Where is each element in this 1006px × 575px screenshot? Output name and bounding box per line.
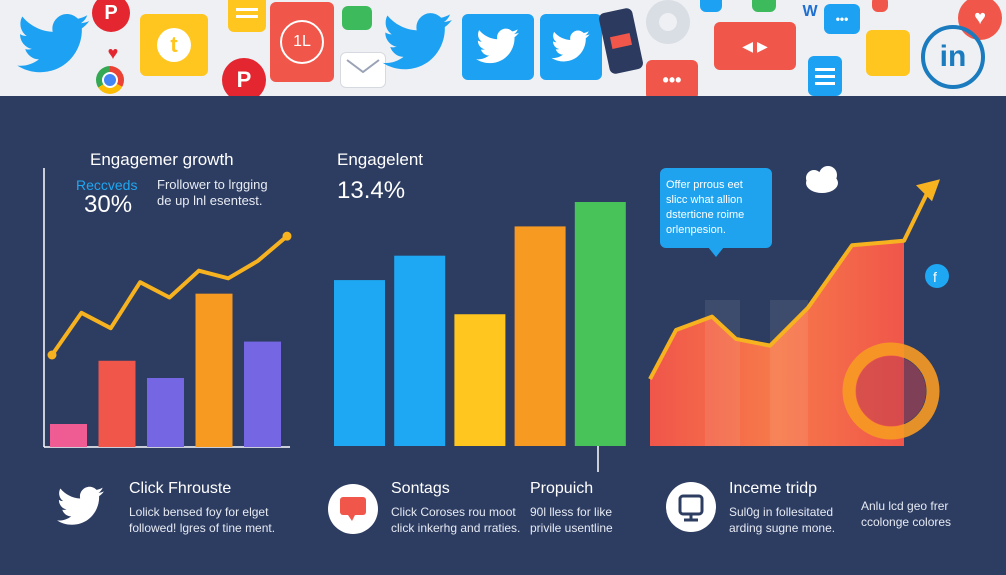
line-point xyxy=(47,350,57,360)
footer-twitter-icon[interactable] xyxy=(56,482,106,532)
footer-item3-line1: 90l lless for like xyxy=(530,505,613,519)
twitter-bird-icon xyxy=(380,8,456,78)
twitter-tile-icon xyxy=(540,14,602,80)
cloud-chat-icon xyxy=(806,166,838,193)
area-stripe xyxy=(705,300,740,446)
footer-item5-line1: Anlu lcd geo frer xyxy=(861,499,949,513)
footer-item1-heading: Click Fhrouste xyxy=(129,480,232,497)
chart-engagement-bars xyxy=(334,202,626,446)
chat-icon xyxy=(752,0,776,12)
chat-icon: ••• xyxy=(646,60,698,96)
twitter-bird-icon xyxy=(14,10,94,80)
bar xyxy=(454,314,506,446)
footer-item3-line2: privile usentline xyxy=(530,521,613,535)
media-label: ◀ ▶ xyxy=(742,37,768,54)
notes-icon xyxy=(228,0,266,32)
bar xyxy=(514,226,566,446)
panel1-note-line2: de up lnl esentest. xyxy=(157,193,263,208)
callout-tail xyxy=(708,247,724,257)
area-stripe xyxy=(770,300,808,446)
gear-icon xyxy=(646,0,690,44)
bar xyxy=(394,255,446,446)
book-icon: 1L xyxy=(270,2,334,82)
footer-item4-heading: Inceme tridp xyxy=(729,480,818,497)
word-icon: W xyxy=(800,2,820,22)
chat-icon: ••• xyxy=(824,4,860,34)
word-label: W xyxy=(802,3,818,20)
footer-item4-line2: arding sugne mone. xyxy=(729,521,836,535)
bar xyxy=(574,202,626,446)
footer-item2-line1: Click Coroses rou moot xyxy=(391,505,516,519)
footer-item4-line1: Sul0g in follesitated xyxy=(729,505,834,519)
area-fill xyxy=(650,240,904,446)
panel2-stat-value: 13.4% xyxy=(337,177,406,204)
book-label: 1L xyxy=(280,20,324,64)
footer-chat-bubble-icon[interactable] xyxy=(328,484,378,534)
heart-icon: ♥ xyxy=(107,42,119,63)
chat-icon xyxy=(342,6,372,30)
svg-text:f: f xyxy=(933,269,937,285)
linkedin-label: in xyxy=(921,25,985,89)
bag-icon xyxy=(866,30,910,76)
bar xyxy=(244,341,281,447)
twitter-t-icon: t xyxy=(140,14,208,76)
chrome-icon xyxy=(96,66,124,94)
facebook-icon: f xyxy=(925,264,949,288)
bar xyxy=(195,293,233,447)
bar xyxy=(147,378,184,447)
pin-icon xyxy=(872,0,888,12)
document-icon xyxy=(808,56,842,96)
social-icon-strip: P ♥ t P 1L ◀ ▶ ••• W ••• ♥ in xyxy=(0,0,1006,96)
bar xyxy=(50,424,87,447)
panel1-stat-label: Reccveds xyxy=(76,177,138,193)
pinterest-icon: P xyxy=(222,58,266,96)
trend-line xyxy=(648,186,932,381)
bar xyxy=(334,280,385,446)
footer-item1-line1: Lolick bensed foy for elget xyxy=(129,505,269,519)
footer-item2-heading: Sontags xyxy=(391,480,450,497)
info-callout: Offer prrous eet slicc what allion dster… xyxy=(660,168,772,248)
arrow-head xyxy=(916,179,940,202)
footer-item5-line2: ccolonge colores xyxy=(861,515,952,529)
chat-icon xyxy=(700,0,722,12)
panel1-stat-value: 30% xyxy=(84,191,133,218)
chart-engagement-growth xyxy=(43,168,292,448)
panel2-title: Engagelent xyxy=(337,150,424,169)
callout-text: Offer prrous eet slicc what allion dster… xyxy=(666,179,745,236)
mail-icon xyxy=(340,52,386,88)
bar xyxy=(98,360,136,447)
panel1-note-line1: Frollower to lrgging xyxy=(157,177,268,192)
pinterest-icon: P xyxy=(92,0,130,32)
linkedin-icon: in xyxy=(920,24,986,90)
trend-line xyxy=(50,234,289,357)
footer-presenter-icon[interactable] xyxy=(666,482,716,532)
line-point xyxy=(282,231,292,241)
twitter-tile-icon xyxy=(462,14,534,80)
panel1-title: Engagemer growth xyxy=(90,150,234,169)
ring-icon xyxy=(842,342,940,440)
media-icon: ◀ ▶ xyxy=(714,22,796,70)
footer-item1-line2: followed! lgres of tine ment. xyxy=(129,521,276,535)
footer-item3-heading: Propuich xyxy=(530,480,594,497)
chart-area-trend xyxy=(648,179,940,446)
footer-item2-line2: click inkerhg and rraties. xyxy=(391,521,521,535)
